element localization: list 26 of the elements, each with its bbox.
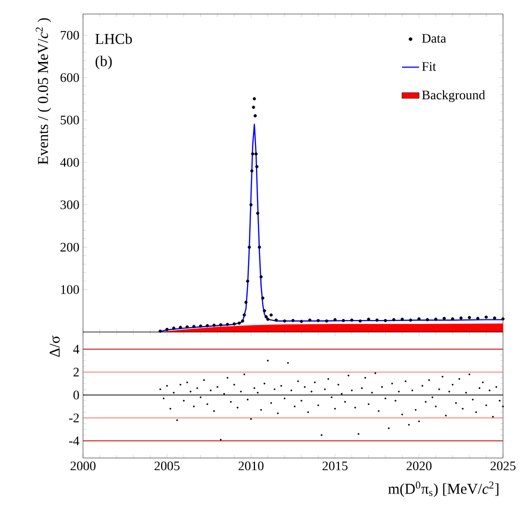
- x-tick-label: 2020: [406, 462, 432, 470]
- y-tick-label: -4: [69, 436, 80, 446]
- y-tick-label: 200: [60, 242, 79, 252]
- x-tick-label: 2010: [238, 462, 264, 470]
- y-tick-label: 0: [73, 390, 79, 400]
- y-tick-label: 400: [60, 158, 79, 167]
- y-tick-label: -2: [69, 414, 79, 422]
- x-axis-title: m(D$^{0}$π$_{s}$) [MeV/c$^{2}$]: [388, 482, 498, 497]
- y-tick-label: 600: [60, 73, 79, 82]
- legend-label: Fit: [422, 62, 436, 71]
- y-tick-label: 4: [73, 344, 80, 354]
- legend-label: Data: [422, 34, 446, 43]
- y-tick-label: 700: [60, 30, 79, 40]
- x-tick-label: 2000: [70, 462, 96, 470]
- annotation: LHCb: [95, 33, 132, 44]
- y-tick-label: 2: [74, 368, 79, 376]
- annotation: (b): [96, 56, 112, 70]
- y-tick-label: 500: [60, 116, 79, 124]
- y-axis-title: Δ/σ: [50, 336, 60, 357]
- x-tick-label: 2025: [490, 462, 516, 470]
- y-tick-label: 100: [61, 285, 79, 294]
- y-axis-title: Events / ( 0.05 MeV/c$^{2}$ ): [36, 18, 52, 164]
- x-tick-label: 2015: [322, 462, 348, 470]
- y-tick-label: 300: [60, 200, 79, 210]
- legend-label: Background: [422, 90, 486, 102]
- x-tick-label: 2005: [154, 462, 180, 470]
